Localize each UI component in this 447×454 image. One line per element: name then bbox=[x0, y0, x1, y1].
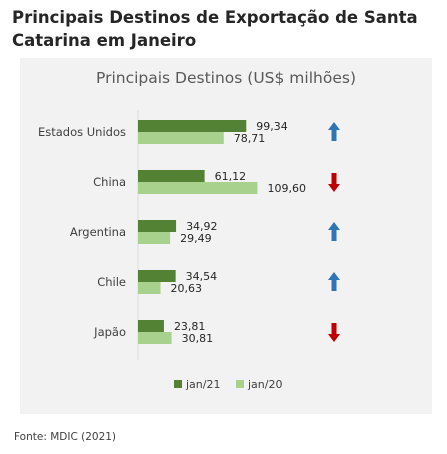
data-label-jan-21: 34,92 bbox=[186, 220, 218, 233]
data-label-jan-20: 29,49 bbox=[180, 232, 212, 245]
bar-jan-20 bbox=[138, 282, 161, 294]
chart-title: Principais Destinos (US$ milhões) bbox=[96, 69, 356, 87]
bar-jan-21 bbox=[138, 220, 177, 232]
bar-jan-21 bbox=[138, 120, 247, 132]
bar-jan-20 bbox=[138, 132, 224, 144]
arrow-up-icon bbox=[328, 272, 340, 291]
source-footnote: Fonte: MDIC (2021) bbox=[14, 431, 117, 443]
bar-jan-20 bbox=[138, 232, 171, 244]
chart-panel: Principais Destinos (US$ milhões) Estado… bbox=[20, 58, 432, 414]
data-label-jan-21: 99,34 bbox=[256, 120, 288, 133]
heading-line-2: Catarina em Janeiro bbox=[12, 31, 197, 50]
data-label-jan-20: 20,63 bbox=[170, 282, 202, 295]
arrow-down-icon bbox=[328, 173, 340, 192]
bar-jan-20 bbox=[138, 182, 258, 194]
bar-jan-20 bbox=[138, 332, 172, 344]
data-label-jan-20: 30,81 bbox=[182, 332, 214, 345]
category-label: Chile bbox=[97, 275, 126, 289]
heading-line-1: Principais Destinos de Exportação de San… bbox=[12, 8, 418, 27]
legend-label: jan/20 bbox=[247, 378, 282, 391]
bar-jan-21 bbox=[138, 320, 164, 332]
legend-label: jan/21 bbox=[185, 378, 220, 391]
data-label-jan-21: 61,12 bbox=[215, 170, 247, 183]
category-label: Estados Unidos bbox=[38, 125, 126, 139]
data-label-jan-20: 78,71 bbox=[234, 132, 265, 145]
category-label: Argentina bbox=[70, 225, 126, 239]
category-label: Japão bbox=[93, 325, 126, 339]
data-label-jan-21: 34,54 bbox=[186, 270, 218, 283]
data-label-jan-21: 23,81 bbox=[174, 320, 206, 333]
page-heading: Principais Destinos de Exportação de San… bbox=[12, 6, 432, 52]
arrow-down-icon bbox=[328, 323, 340, 342]
data-label-jan-20: 109,60 bbox=[267, 182, 306, 195]
bar-jan-21 bbox=[138, 270, 176, 282]
bar-jan-21 bbox=[138, 170, 205, 182]
legend-swatch bbox=[236, 380, 244, 388]
legend-swatch bbox=[174, 380, 182, 388]
category-label: China bbox=[93, 175, 126, 189]
arrow-up-icon bbox=[328, 222, 340, 241]
arrow-up-icon bbox=[328, 122, 340, 141]
